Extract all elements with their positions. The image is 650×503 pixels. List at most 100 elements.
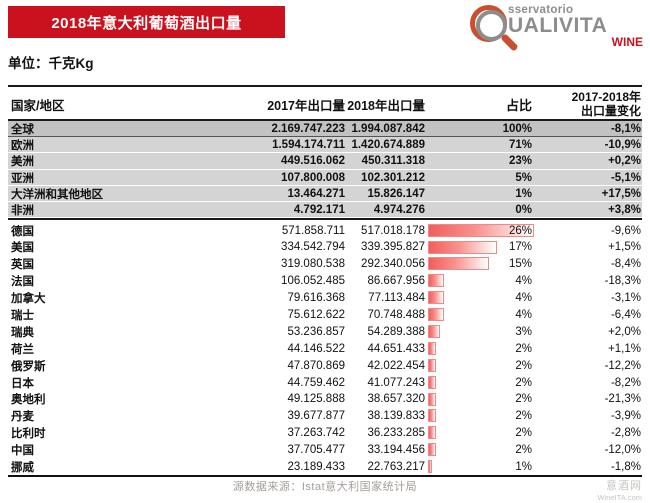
col-header-2018: 2018年出口量	[347, 98, 425, 113]
share-value: 100%	[502, 123, 532, 135]
value-2017: 49.125.888	[287, 393, 345, 406]
share-value: 17%	[508, 241, 532, 254]
change-value: -9,6%	[610, 224, 641, 237]
share-cell: 2%	[425, 374, 533, 391]
row-name: 俄罗斯	[11, 360, 46, 373]
logo-wine: WINE	[611, 35, 643, 49]
share-cell: 4%	[425, 307, 533, 324]
unit-label: 单位：千克Kg	[8, 56, 94, 71]
row-name: 英国	[11, 259, 34, 272]
value-2018: 292.340.056	[361, 258, 425, 271]
value-2017: 44.759.462	[287, 376, 345, 389]
col-header-change-line1: 2017-2018年	[571, 89, 641, 104]
value-2018: 4.974.276	[373, 203, 425, 216]
share-value: 4%	[515, 275, 532, 288]
change-value: -12,2%	[604, 359, 641, 372]
watermark-name: 意酒网	[606, 480, 642, 492]
row-name: 欧洲	[11, 140, 34, 153]
value-2018: 70.748.488	[367, 309, 425, 322]
row-name: 全球	[11, 124, 34, 136]
row-name: 法国	[11, 276, 34, 289]
value-2017: 79.616.368	[287, 292, 345, 305]
table-row: 美洲 449.516.062 450.311.318 23% +0,2%	[8, 153, 642, 170]
country-rows: 德国 571.858.711 517.018.178 26% -9,6% 美国 334.54…	[8, 220, 642, 478]
table-row: 英国 319.080.538 292.340.056 15% -8,4%	[8, 255, 642, 273]
share-bar	[428, 324, 441, 338]
share-bar	[428, 392, 437, 406]
value-2018: 77.113.484	[368, 292, 425, 305]
col-header-change: 2017-2018年 出口量变化	[533, 90, 642, 118]
share-cell: 1%	[425, 186, 533, 202]
share-value: 2%	[515, 393, 532, 406]
col-header-share: 占比	[505, 97, 532, 113]
table-row: 荷兰 44.146.522 44.651.433 2% +1,1%	[8, 340, 642, 358]
share-value: 3%	[515, 325, 532, 338]
share-cell: 5%	[425, 170, 533, 186]
share-cell: 15%	[425, 256, 533, 273]
value-2017: 44.146.522	[287, 342, 345, 355]
logo-text: sservatorio UALIVITA WINE	[508, 4, 645, 49]
value-2018: 33.194.456	[367, 444, 425, 457]
share-value: 0%	[515, 203, 532, 216]
row-name: 美洲	[11, 156, 34, 169]
value-2018: 41.077.243	[367, 376, 425, 389]
share-cell: 3%	[425, 323, 533, 340]
logo-qualivita: UALIVITA	[508, 14, 608, 37]
share-value: 4%	[515, 309, 532, 322]
share-cell: 2%	[425, 340, 533, 357]
value-2017: 106.052.485	[281, 275, 345, 288]
share-value: 26%	[508, 224, 532, 237]
share-bar	[428, 257, 490, 271]
change-value: -2,8%	[610, 427, 641, 440]
table-row: 美国 334.542.794 339.395.827 17% +1,5%	[8, 239, 642, 256]
watermark-url: WineITA.com	[597, 493, 642, 502]
share-value: 5%	[515, 171, 532, 184]
value-2018: 44.651.433	[367, 342, 425, 355]
share-cell: 0%	[425, 202, 533, 218]
magnifier-icon	[470, 5, 520, 57]
table-row: 加拿大 79.616.368 77.113.484 4% -3,1%	[8, 289, 642, 307]
value-2017: 47.870.869	[287, 359, 345, 372]
share-bar	[428, 460, 433, 474]
share-cell: 71%	[425, 137, 533, 153]
change-value: -8,4%	[610, 258, 641, 271]
value-2018: 38.139.833	[367, 410, 425, 423]
row-name: 加拿大	[11, 293, 46, 306]
change-value: -6,4%	[610, 309, 641, 322]
share-bar	[428, 358, 437, 372]
value-2018: 22.763.217	[367, 461, 425, 474]
share-bar	[428, 443, 437, 457]
share-value: 2%	[515, 427, 532, 440]
change-value: +3,8%	[608, 203, 641, 216]
table-row: 亚洲 107.800.008 102.301.212 5% -5,1%	[8, 169, 642, 186]
share-cell: 2%	[425, 357, 533, 374]
site-watermark: 意酒网 WineITA.com	[598, 477, 642, 502]
share-value: 1%	[515, 187, 532, 200]
share-value: 2%	[515, 444, 532, 457]
change-value: +1,5%	[608, 241, 641, 254]
share-bar	[428, 409, 437, 423]
share-value: 2%	[515, 359, 532, 372]
row-name: 瑞士	[11, 310, 34, 323]
row-name: 大洋洲和其他地区	[11, 188, 103, 201]
table-header: 国家/地区 2017年出口量 2018年出口量 占比 2017-2018年 出口…	[8, 87, 642, 121]
row-name: 美国	[11, 242, 34, 255]
table-row: 瑞典 53.236.857 54.289.388 3% +2,0%	[8, 323, 642, 341]
share-bar	[428, 223, 534, 237]
value-2017: 319.080.538	[281, 258, 345, 271]
change-value: -8,2%	[610, 376, 641, 389]
change-value: +1,1%	[608, 342, 641, 355]
row-name: 非洲	[11, 204, 34, 217]
row-name: 中国	[11, 445, 34, 458]
value-2018: 86.667.956	[367, 275, 425, 288]
table-row: 挪威 23.189.433 22.763.217 1% -1,8%	[8, 458, 642, 476]
value-2017: 75.612.622	[287, 309, 345, 322]
share-cell: 1%	[425, 459, 533, 476]
table-row: 大洋洲和其他地区 13.464.271 15.826.147 1% +17,5%	[8, 185, 642, 202]
share-cell: 26%	[425, 222, 534, 239]
value-2017: 2.169.747.223	[271, 123, 345, 135]
table-row: 瑞士 75.612.622 70.748.488 4% -6,4%	[8, 306, 642, 324]
share-cell: 2%	[425, 442, 533, 459]
share-value: 71%	[508, 139, 532, 152]
value-2018: 42.022.454	[367, 359, 425, 372]
